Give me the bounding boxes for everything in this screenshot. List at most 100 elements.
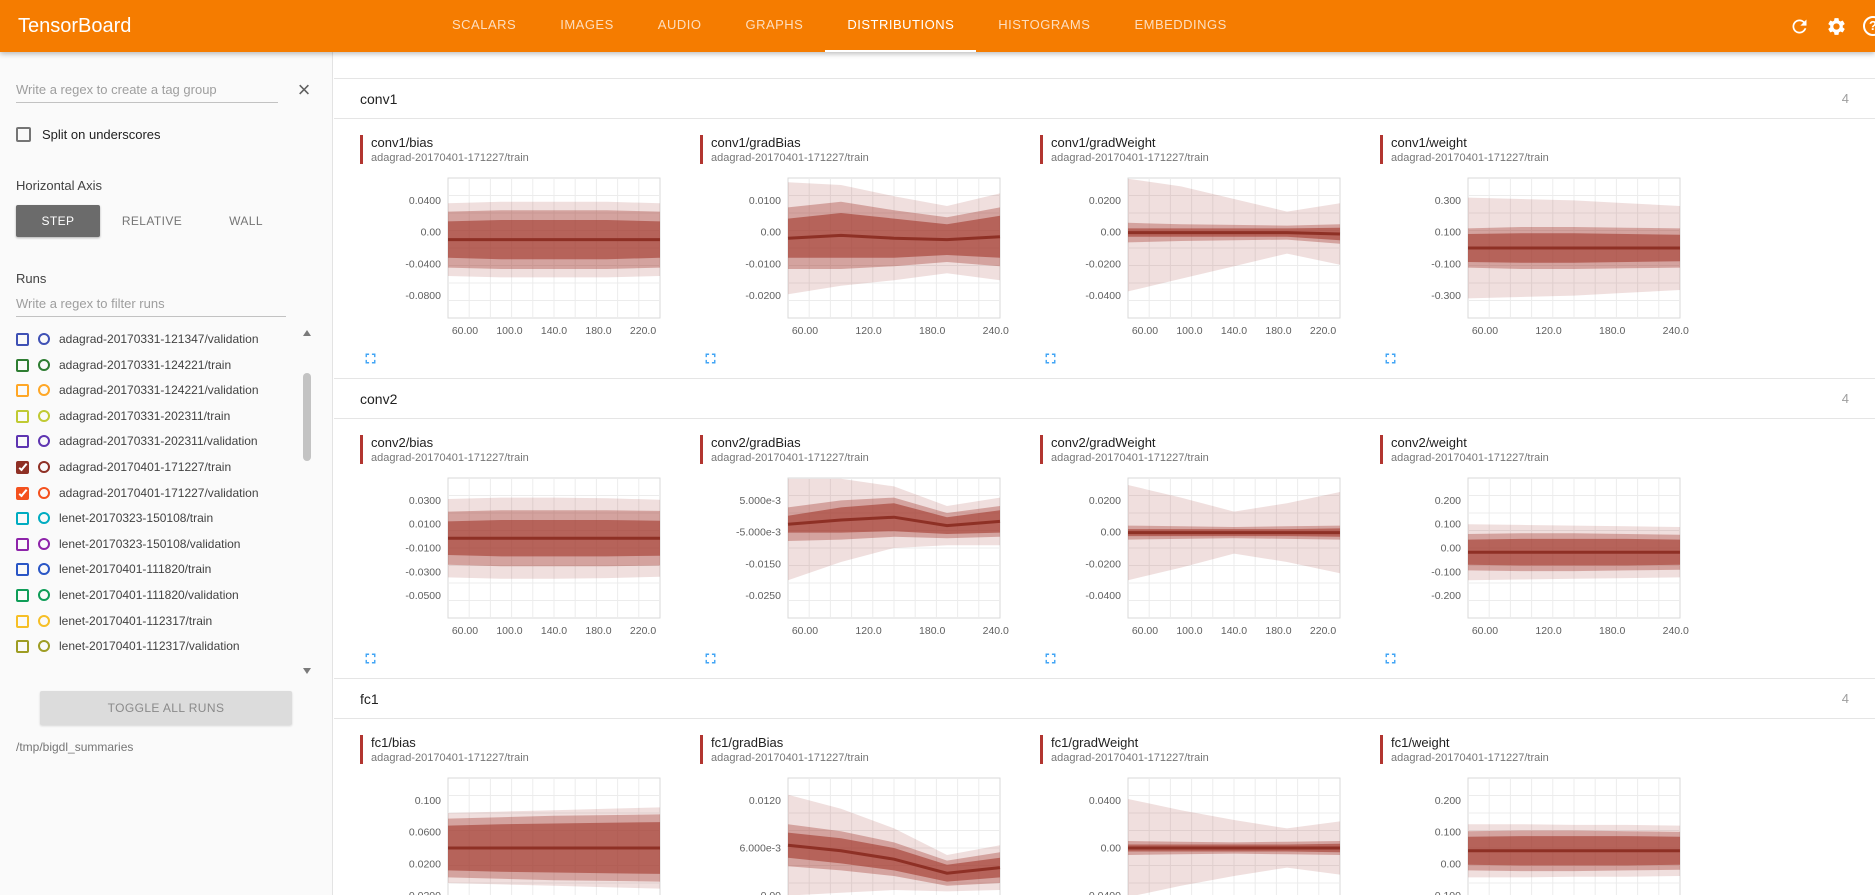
run-color-icon <box>38 537 50 550</box>
chart-title-block: conv1/bias adagrad-20170401-171227/train <box>360 135 700 164</box>
scrollbar-thumb[interactable] <box>302 373 311 461</box>
tab-images[interactable]: IMAGES <box>560 17 614 32</box>
expand-chart-icon[interactable] <box>1042 650 1060 668</box>
expand-chart-icon[interactable] <box>1382 650 1400 668</box>
x-axis-tick-label: 120.0 <box>855 625 881 637</box>
x-axis-tick-label: 60.00 <box>452 625 478 637</box>
category-header[interactable]: conv1 4 <box>334 79 1875 119</box>
help-icon[interactable]: ? <box>1862 15 1875 37</box>
run-checkbox[interactable] <box>16 435 29 449</box>
distribution-plot[interactable]: 0.200 0.100 0.00 -0.100 -0.200 60.00 120.0 180.… <box>1380 470 1710 648</box>
tag-filter-input[interactable] <box>16 76 278 103</box>
x-axis-tick-label: 180.0 <box>1599 325 1625 337</box>
run-checkbox[interactable] <box>16 486 29 500</box>
expand-chart-icon[interactable] <box>702 350 720 368</box>
distribution-plot[interactable]: 0.1000.06000.0200-0.020060.00100.0140.01… <box>360 770 690 895</box>
category-header[interactable]: conv2 4 <box>334 379 1875 419</box>
chart-run-name: adagrad-20170401-171227/train <box>1051 452 1209 464</box>
y-axis-tick-label: -0.0300 <box>405 566 441 578</box>
chart-run-name: adagrad-20170401-171227/train <box>1391 452 1549 464</box>
run-checkbox[interactable] <box>16 512 29 526</box>
tab-distributions[interactable]: DISTRIBUTIONS <box>825 0 977 52</box>
settings-icon[interactable] <box>1825 15 1847 37</box>
run-row: adagrad-20170331-202311/validation <box>16 429 292 455</box>
run-row: lenet-20170401-112317/validation <box>16 634 292 660</box>
expand-chart-icon[interactable] <box>362 350 380 368</box>
chart-card: conv1/gradWeight adagrad-20170401-171227/… <box>1040 135 1380 368</box>
chart-title-block: conv2/weight adagrad-20170401-171227/trai… <box>1380 435 1720 464</box>
main-content: conv1 4 conv1/bias adagrad-20170401-171227/… <box>334 52 1875 895</box>
y-axis-tick-label: 0.0100 <box>749 195 781 207</box>
scroll-down-icon[interactable] <box>303 668 311 674</box>
distribution-plot[interactable]: 0.0200 0.00 -0.0200 -0.0400 60.00 100.0 140.0 1… <box>1040 170 1370 348</box>
distribution-plot[interactable]: 0.04000.00-0.040060.00100.0140.0180.0220… <box>1040 770 1370 895</box>
run-name: lenet-20170401-112317/train <box>59 613 213 628</box>
check-icon <box>18 461 28 472</box>
y-axis-tick-label: -0.0100 <box>745 258 781 270</box>
category-count: 4 <box>1841 91 1849 106</box>
x-axis-tick-label: 100.0 <box>1176 625 1202 637</box>
tab-embeddings[interactable]: EMBEDDINGS <box>1134 17 1227 32</box>
refresh-icon[interactable] <box>1788 15 1810 37</box>
y-axis-tick-label: -0.0200 <box>1085 558 1121 570</box>
split-underscores-checkbox[interactable] <box>16 127 31 142</box>
run-checkbox[interactable] <box>16 640 29 654</box>
distribution-median-line <box>787 233 1001 242</box>
run-checkbox[interactable] <box>16 384 29 398</box>
y-axis-tick-label: -0.0500 <box>405 590 441 602</box>
tab-graphs[interactable]: GRAPHS <box>745 17 804 32</box>
axis-button-wall[interactable]: WALL <box>229 214 263 228</box>
chart-title: fc1/gradBias <box>711 735 784 750</box>
y-axis-tick-label: 0.0200 <box>409 858 441 870</box>
check-icon <box>18 487 28 497</box>
axis-button-step[interactable]: STEP <box>16 205 100 237</box>
run-checkbox[interactable] <box>16 409 29 423</box>
y-axis-tick-label: -0.0400 <box>1085 590 1121 602</box>
distribution-plot[interactable]: 0.0200 0.00 -0.0200 -0.0400 60.00 100.0 140.0 1… <box>1040 470 1370 648</box>
run-color-icon <box>38 640 50 653</box>
x-axis-tick-label: 100.0 <box>496 625 522 637</box>
y-axis-tick-label: -0.0100 <box>405 543 441 555</box>
y-axis-tick-label: 0.00 <box>761 890 782 895</box>
expand-chart-icon[interactable] <box>362 650 380 668</box>
run-checkbox[interactable] <box>16 460 29 474</box>
scroll-up-icon[interactable] <box>303 330 311 336</box>
tab-histograms[interactable]: HISTOGRAMS <box>998 17 1091 32</box>
axis-button-relative[interactable]: RELATIVE <box>121 214 183 228</box>
tab-audio[interactable]: AUDIO <box>657 17 702 32</box>
distribution-plot[interactable]: 0.0400 0.00 -0.0400 -0.0800 60.00 100.0 140.0 1… <box>360 170 690 348</box>
run-checkbox[interactable] <box>16 588 29 602</box>
y-axis-tick-label: 0.00 <box>1101 843 1122 855</box>
runs-filter-input[interactable] <box>16 290 286 317</box>
category-header[interactable]: fc1 4 <box>334 679 1875 719</box>
chart-run-name: adagrad-20170401-171227/train <box>1391 152 1549 164</box>
chart-title-block: fc1/weight adagrad-20170401-171227/train <box>1380 735 1720 764</box>
expand-chart-icon[interactable] <box>702 650 720 668</box>
run-checkbox[interactable] <box>16 614 29 628</box>
run-row: adagrad-20170331-124221/train <box>16 353 292 379</box>
distribution-plot[interactable]: 0.300 0.100 -0.100 -0.300 60.00 120.0 180.0 240… <box>1380 170 1710 348</box>
x-axis-tick-label: 60.00 <box>792 325 818 337</box>
run-list-scrollbar[interactable] <box>300 327 314 677</box>
expand-chart-icon[interactable] <box>1042 350 1060 368</box>
run-checkbox[interactable] <box>16 537 29 551</box>
run-checkbox[interactable] <box>16 333 29 346</box>
toggle-all-runs-button[interactable]: TOGGLE ALL RUNS <box>40 691 292 725</box>
expand-chart-icon[interactable] <box>1382 350 1400 368</box>
run-checkbox[interactable] <box>16 563 29 577</box>
run-checkbox[interactable] <box>16 358 29 372</box>
distribution-plot[interactable]: 0.0300 0.0100 -0.0100 -0.0300 -0.0500 60.00 10… <box>360 470 690 648</box>
distribution-plot[interactable]: 5.000e-3 -5.000e-3 -0.0150 -0.0250 60.00 120.… <box>700 470 1030 648</box>
chart-card: fc1/gradBias adagrad-20170401-171227/trai… <box>700 735 1040 895</box>
tab-scalars[interactable]: SCALARS <box>452 17 517 32</box>
app-header: TensorBoard SCALARS IMAGES AUDIO GRAPHS DIST… <box>0 0 1875 52</box>
distribution-plot[interactable]: 0.0100 0.00 -0.0100 -0.0200 60.00 120.0 180.0 2… <box>700 170 1030 348</box>
close-icon[interactable]: × <box>297 76 311 102</box>
x-axis-tick-label: 120.0 <box>1535 325 1561 337</box>
run-color-icon <box>38 512 50 525</box>
chart-title: conv1/gradWeight <box>1051 135 1156 150</box>
chart-card: fc1/weight adagrad-20170401-171227/train 0… <box>1380 735 1720 895</box>
y-axis-tick-label: 0.100 <box>1435 227 1461 239</box>
